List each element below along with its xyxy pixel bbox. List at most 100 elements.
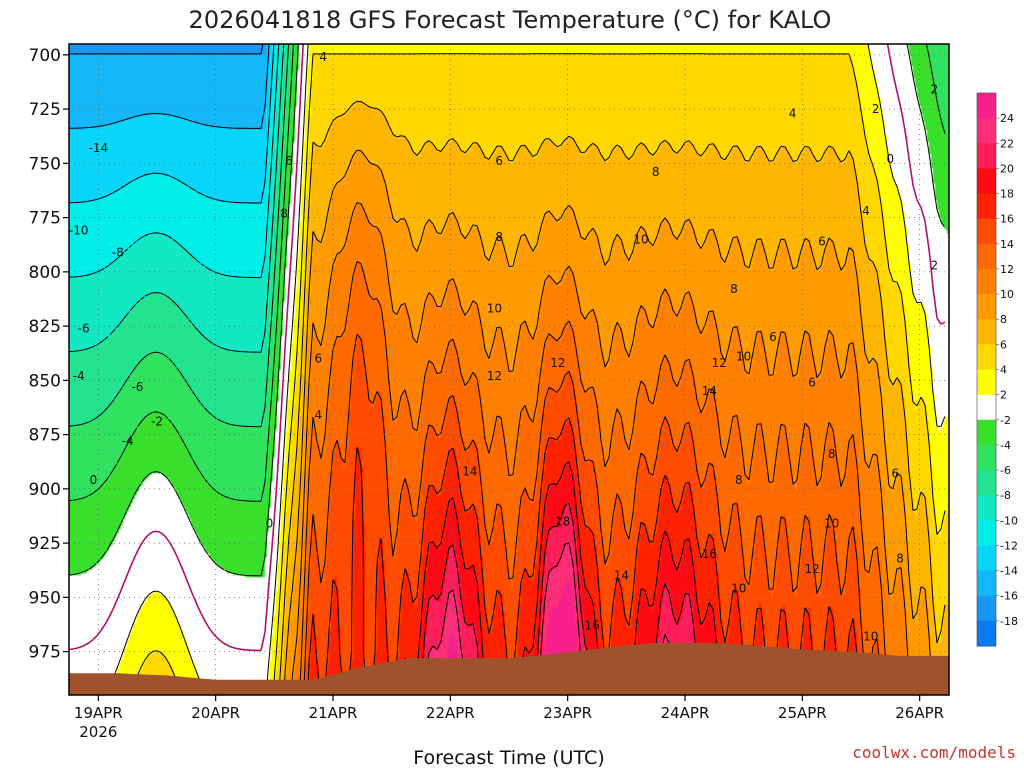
contour-label: 8 (280, 206, 288, 220)
y-tick-label: 850 (29, 371, 61, 391)
contour-label: 8 (495, 230, 503, 244)
contour-label: 10 (824, 517, 839, 531)
x-tick-label: 19APR (74, 704, 123, 722)
colorbar-swatch (977, 118, 996, 144)
isotherm-line (131, 53, 946, 692)
isotherm-line (69, 44, 264, 55)
isotherm-line (69, 44, 946, 652)
colorbar-tick-label: 14 (1000, 238, 1014, 251)
isotherm-line (283, 149, 933, 692)
isotherm-line (69, 44, 290, 428)
colorbar-swatch (977, 620, 996, 647)
colorbar-swatch (977, 344, 996, 370)
contour-label: 16 (584, 619, 599, 633)
contour-label: 10 (731, 582, 746, 596)
contour-label: 10 (736, 349, 751, 363)
colorbar-tick-label: 6 (1000, 338, 1007, 351)
colorbar-tick-label: -18 (1000, 615, 1018, 628)
colorbar-tick-label: 24 (1000, 112, 1014, 125)
colorbar-swatch (977, 444, 996, 471)
x-tick-label: 22APR (426, 704, 475, 722)
credit-link[interactable]: coolwx.com/models (852, 743, 1016, 762)
isotherm-line (299, 261, 905, 692)
colorbar-swatch (977, 268, 996, 295)
plot-frame (68, 43, 950, 696)
x-tick-label: 20APR (191, 704, 240, 722)
colorbar-swatch (977, 218, 996, 245)
colorbar-swatch (977, 495, 996, 521)
colorbar-swatch (977, 369, 996, 396)
x-tick-label: 24APR (661, 704, 710, 722)
contour-label: -4 (73, 369, 85, 383)
contour-label: 10 (633, 232, 648, 246)
y-tick-label: 925 (29, 534, 61, 554)
colorbar-tick-label: -10 (1000, 514, 1018, 527)
colorbar-tick-label: -2 (1000, 414, 1011, 427)
colorbar-swatch (977, 93, 996, 119)
contour-label: 6 (315, 352, 323, 366)
contour-label: 8 (828, 447, 836, 461)
y-tick-label: 875 (29, 426, 61, 446)
colorbar-swatch (977, 545, 996, 572)
contour-label: 6 (891, 467, 899, 481)
colorbar-tick-label: -12 (1000, 539, 1018, 552)
y-tick-label: 900 (29, 480, 61, 500)
contour-label: -6 (131, 380, 143, 394)
colorbar-swatch (977, 168, 996, 195)
colorbar-tick-label: 18 (1000, 188, 1014, 201)
isotherm-line (69, 44, 280, 279)
isotherm-line (69, 44, 946, 502)
contour-label: 4 (862, 204, 870, 218)
contour-label: 12 (487, 369, 502, 383)
colorbar-tick-label: 4 (1000, 364, 1007, 377)
x-tick-label: 25APR (778, 704, 827, 722)
contour-label: -2 (151, 415, 163, 429)
contour-label: 16 (702, 547, 717, 561)
colorbar-swatch (977, 520, 996, 546)
y-tick-label: 975 (29, 643, 61, 663)
contour-label: 6 (285, 154, 293, 168)
contour-label: 8 (735, 473, 743, 487)
contour-label: 6 (818, 234, 826, 248)
contour-label: 4 (789, 106, 797, 120)
colorbar-swatch (977, 394, 996, 421)
contour-label: 12 (712, 356, 727, 370)
colorbar-tick-label: -8 (1000, 489, 1011, 502)
contour-label: 8 (896, 551, 904, 565)
colorbar-tick-label: 10 (1000, 288, 1014, 301)
x-tick-sublabel: 2026 (79, 723, 117, 741)
contour-label: 8 (730, 282, 738, 296)
isotherm-line (69, 44, 285, 353)
colorbar-tick-label: -4 (1000, 439, 1011, 452)
colorbar-swatch (977, 193, 996, 220)
colorbar-tick-label: 22 (1000, 137, 1014, 150)
colorbar-tick-label: -14 (1000, 565, 1018, 578)
contour-label: -4 (122, 434, 134, 448)
colorbar-tick-label: 2 (1000, 389, 1007, 402)
contour-label: -8 (112, 245, 124, 259)
contour-label: -10 (69, 224, 89, 238)
y-tick-label: 825 (29, 317, 61, 337)
plot-area: 4 4 2 2 0 6 6 8 8 8 10 6 4 2 -14 -10 -8 -6 -4 -6 -4 -2 0 0 6 4 10 1… (69, 44, 949, 695)
colorbar-swatch (977, 419, 996, 446)
y-axis: 700 725 750 775 800 825 850 875 900 925 950 975 (29, 46, 69, 663)
contour-label: 0 (266, 517, 274, 531)
contour-label: 12 (804, 562, 819, 576)
colorbar-tick-label: -6 (1000, 464, 1011, 477)
chart-title: 2026041818 GFS Forecast Temperature (°C)… (189, 6, 832, 34)
x-axis-label: Forecast Time (UTC) (413, 747, 604, 768)
colorbar-swatch (977, 143, 996, 169)
contour-label: 18 (555, 514, 570, 528)
y-tick-label: 725 (29, 100, 61, 120)
colorbar-swatch (977, 470, 996, 496)
contour-label: 14 (702, 384, 717, 398)
contour-label: 14 (462, 464, 477, 478)
colorbar-tick-label: 20 (1000, 162, 1014, 175)
colorbar-swatch (977, 595, 996, 622)
isotherm-line (303, 333, 883, 692)
contour-label: 6 (495, 154, 503, 168)
ground-terrain (69, 642, 949, 695)
isotherm-line (290, 202, 927, 692)
